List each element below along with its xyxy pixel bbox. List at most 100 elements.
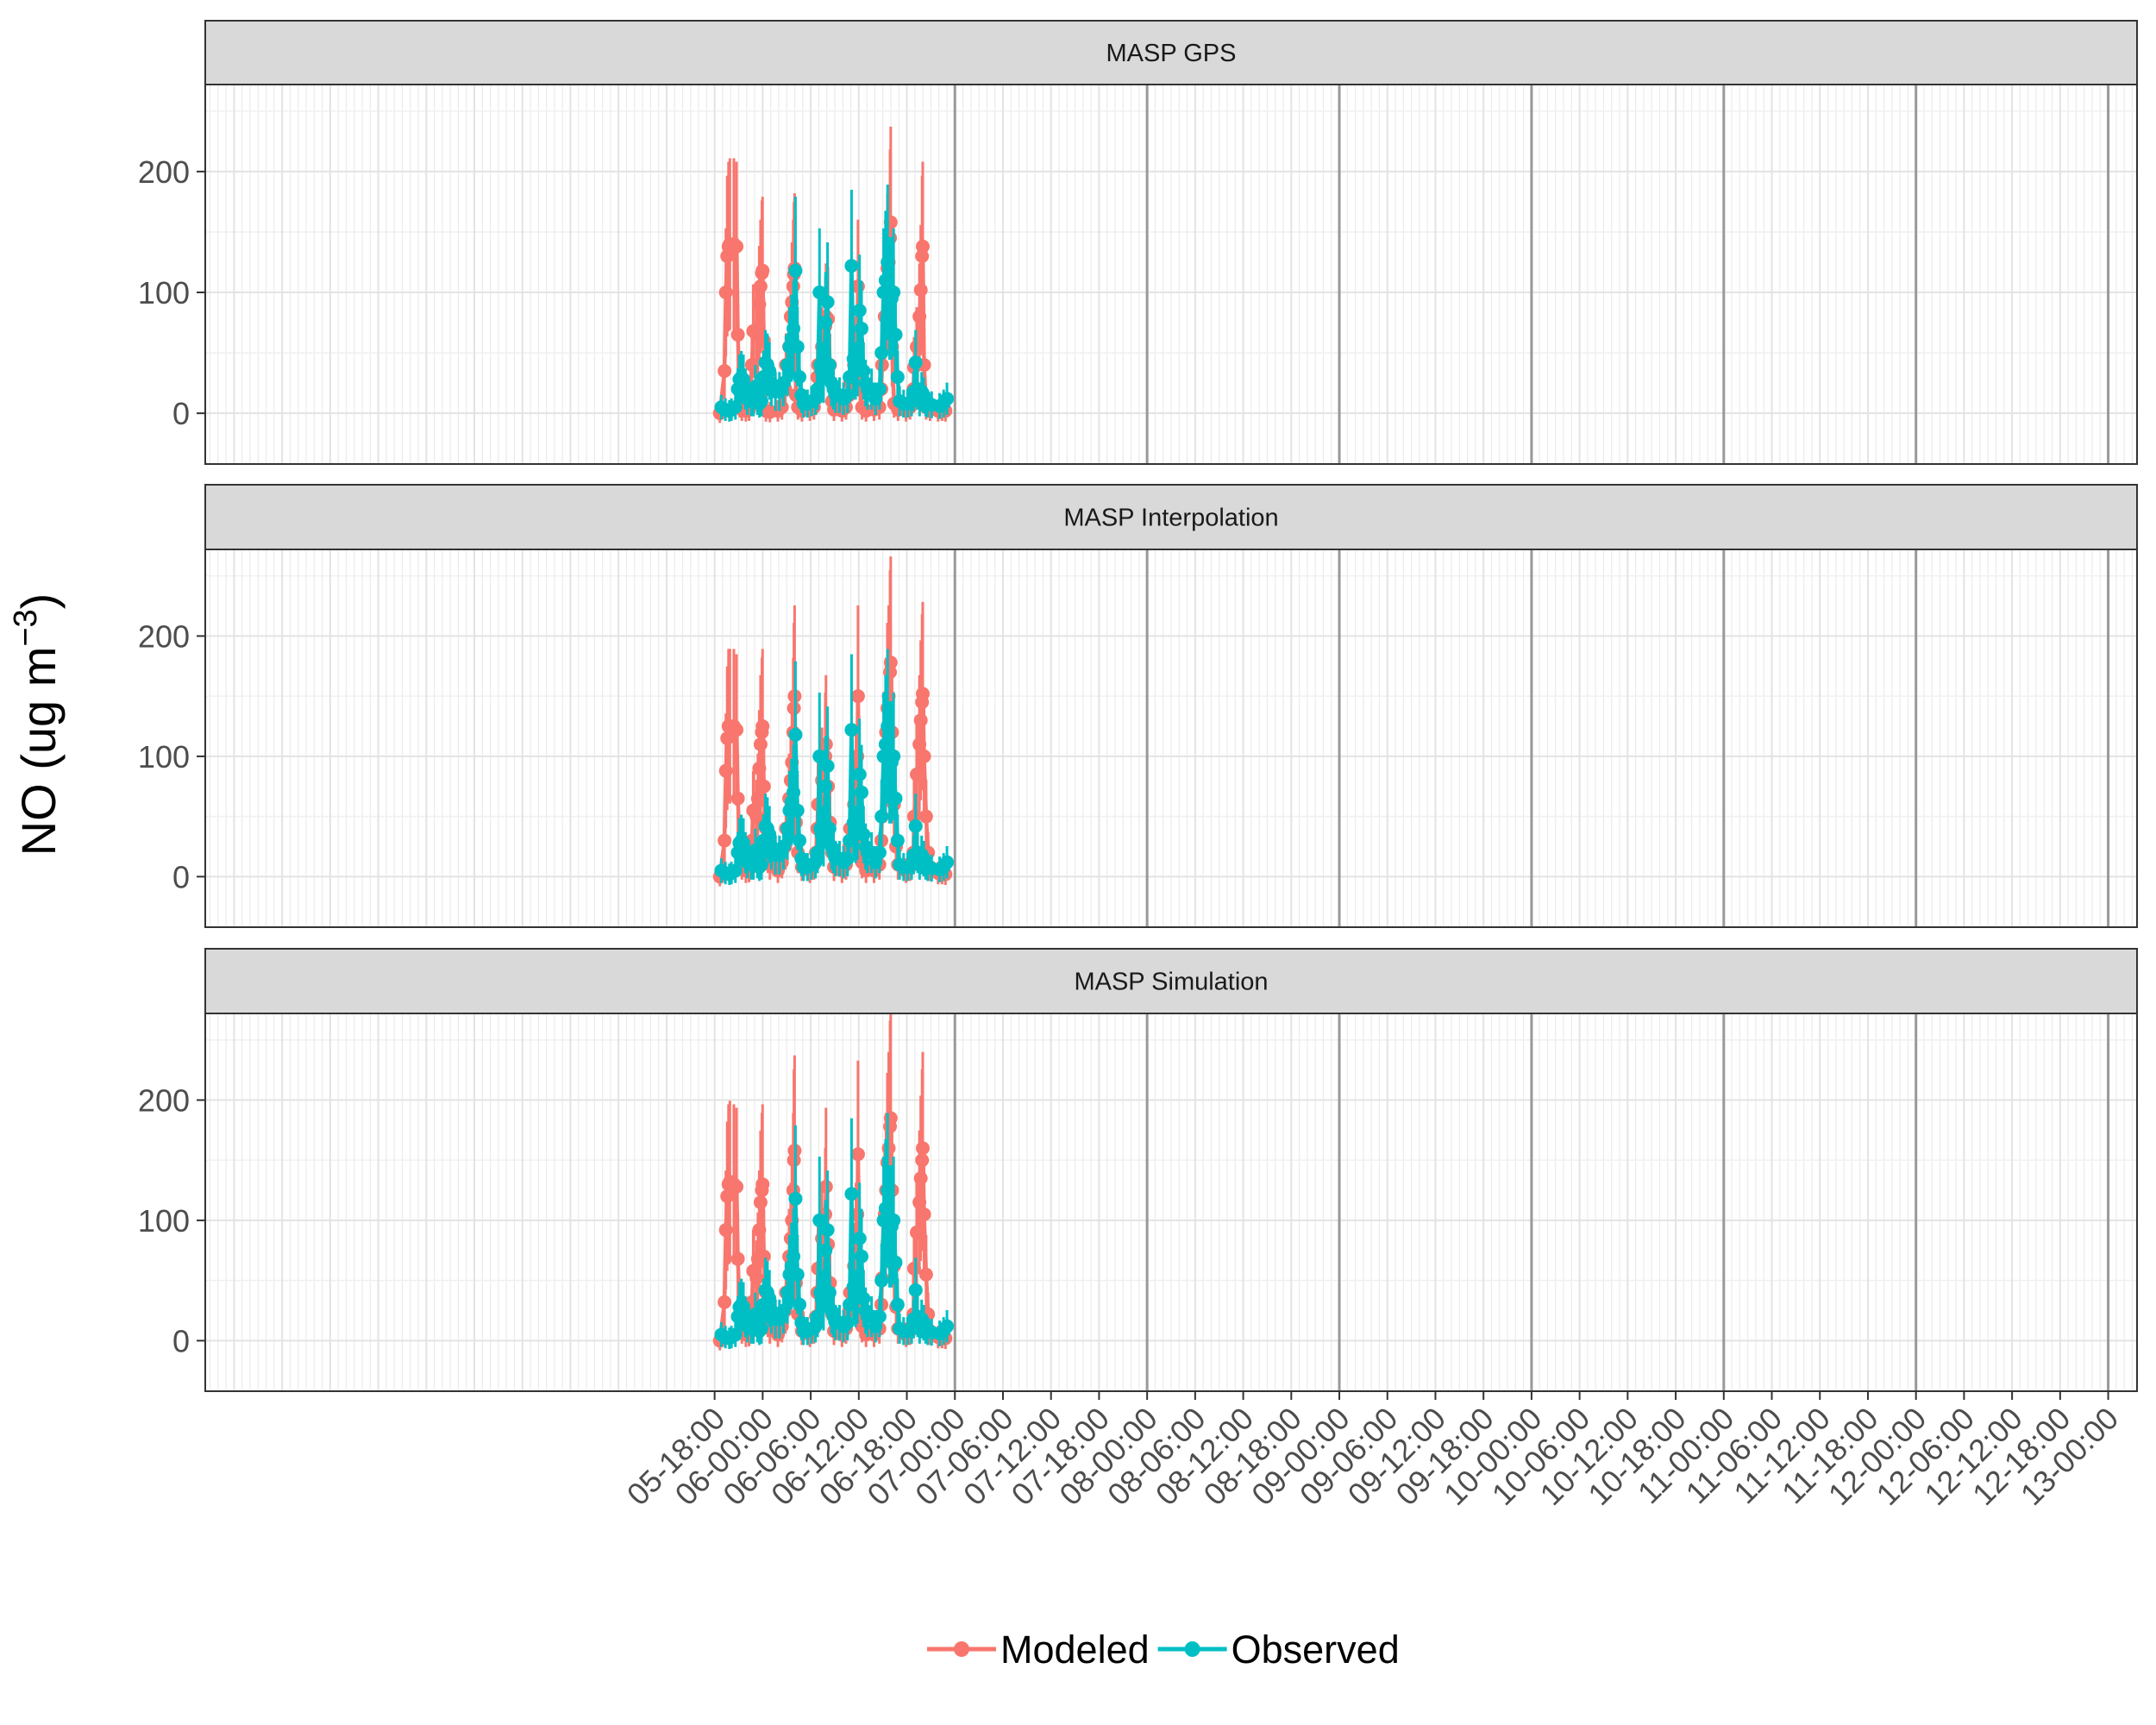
data-point-modeled xyxy=(752,761,767,775)
data-point-modeled xyxy=(718,833,732,848)
data-point-modeled xyxy=(752,298,767,312)
data-point-modeled xyxy=(915,239,930,254)
data-point-observed xyxy=(790,803,805,818)
data-point-modeled xyxy=(906,1261,921,1276)
data-point-observed xyxy=(820,1223,835,1238)
data-point-observed xyxy=(887,285,901,300)
data-point-modeled xyxy=(749,1270,764,1285)
data-point-modeled xyxy=(756,1249,771,1264)
data-point-observed xyxy=(812,1213,827,1227)
data-point-observed xyxy=(940,855,955,869)
data-point-observed xyxy=(812,285,827,300)
data-point-modeled xyxy=(913,283,928,298)
data-point-observed xyxy=(840,388,855,403)
panel-3: MASP Simulation 0 100 200 xyxy=(138,948,2138,1392)
data-point-observed xyxy=(881,254,895,269)
data-point-modeled xyxy=(718,364,732,379)
data-point-modeled xyxy=(787,701,801,716)
data-point-observed xyxy=(776,376,791,391)
data-point-observed xyxy=(787,785,801,800)
data-point-observed xyxy=(844,259,859,273)
data-point-observed xyxy=(790,340,805,354)
data-point-observed xyxy=(748,1307,762,1321)
y-tick-label: 200 xyxy=(138,154,190,190)
data-point-modeled xyxy=(915,687,930,701)
data-point-observed xyxy=(780,358,795,373)
data-point-observed xyxy=(872,845,887,860)
data-point-observed xyxy=(888,328,903,342)
y-tick-label: 0 xyxy=(172,396,190,431)
data-point-observed xyxy=(788,1191,803,1206)
panel-2: MASP Interpolation 0 100 200 xyxy=(138,484,2138,928)
y-tick-label: 200 xyxy=(138,618,190,654)
data-point-observed xyxy=(728,400,743,415)
data-point-observed xyxy=(728,1327,743,1342)
data-point-modeled xyxy=(883,656,898,670)
data-point-modeled xyxy=(750,322,765,336)
data-point-observed xyxy=(890,370,905,385)
data-point-modeled xyxy=(912,737,927,751)
data-point-observed xyxy=(793,370,807,385)
legend-key-point xyxy=(1184,1641,1200,1657)
data-point-observed xyxy=(822,358,837,373)
data-point-observed xyxy=(780,1285,795,1300)
data-point-observed xyxy=(818,1243,833,1258)
data-point-modeled xyxy=(913,1171,928,1186)
data-point-modeled xyxy=(730,328,745,342)
data-point-modeled xyxy=(912,1195,927,1209)
data-point-modeled xyxy=(915,1153,930,1168)
data-point-modeled xyxy=(720,731,735,745)
data-point-modeled xyxy=(918,1267,933,1282)
panels: MASP GPS 0 100 200 MASP Interpolation 0 100 200… xyxy=(138,20,2138,1392)
data-point-modeled xyxy=(850,689,865,704)
data-point-observed xyxy=(888,1255,903,1270)
data-point-modeled xyxy=(749,809,764,824)
data-point-observed xyxy=(878,1201,893,1215)
data-point-observed xyxy=(881,719,895,734)
data-point-observed xyxy=(874,346,889,361)
data-point-observed xyxy=(822,1285,837,1300)
y-tick-label: 100 xyxy=(138,1203,190,1239)
data-point-observed xyxy=(856,827,871,842)
data-point-modeled xyxy=(718,1223,733,1238)
data-point-observed xyxy=(840,1315,855,1330)
series-observed xyxy=(714,184,955,422)
legend-label: Modeled xyxy=(1000,1628,1150,1672)
data-point-observed xyxy=(852,1231,867,1245)
legend-key-point xyxy=(954,1641,969,1657)
data-point-modeled xyxy=(910,767,924,781)
data-point-observed xyxy=(855,785,869,800)
data-point-observed xyxy=(810,382,824,397)
data-point-observed xyxy=(820,759,835,774)
data-point-observed xyxy=(890,1297,905,1312)
data-point-modeled xyxy=(755,719,770,734)
data-point-observed xyxy=(874,809,889,824)
panel-border xyxy=(204,1013,2138,1392)
data-point-observed xyxy=(856,1291,871,1306)
y-axis-label-close: ) xyxy=(11,593,66,610)
panel-1: MASP GPS 0 100 200 xyxy=(138,20,2138,465)
data-point-observed xyxy=(887,1213,901,1227)
data-point-observed xyxy=(788,727,803,742)
y-tick-label: 100 xyxy=(138,275,190,310)
data-point-modeled xyxy=(917,749,931,763)
legend-label: Observed xyxy=(1232,1628,1400,1672)
data-point-observed xyxy=(940,392,955,406)
data-point-observed xyxy=(762,364,777,379)
data-point-observed xyxy=(872,1309,887,1324)
data-point-modeled xyxy=(753,279,768,294)
data-point-modeled xyxy=(755,263,770,278)
data-point-observed xyxy=(855,1249,869,1264)
data-point-modeled xyxy=(756,779,771,794)
data-point-observed xyxy=(908,1283,923,1297)
data-point-observed xyxy=(890,833,905,848)
data-point-modeled xyxy=(918,809,933,824)
data-point-observed xyxy=(852,767,867,781)
data-point-modeled xyxy=(755,1177,770,1192)
data-point-modeled xyxy=(730,1179,744,1194)
y-axis-label: NO (ug m−3) xyxy=(8,593,66,856)
grid xyxy=(205,85,2137,464)
series-group xyxy=(712,126,955,423)
series-group xyxy=(712,556,955,887)
